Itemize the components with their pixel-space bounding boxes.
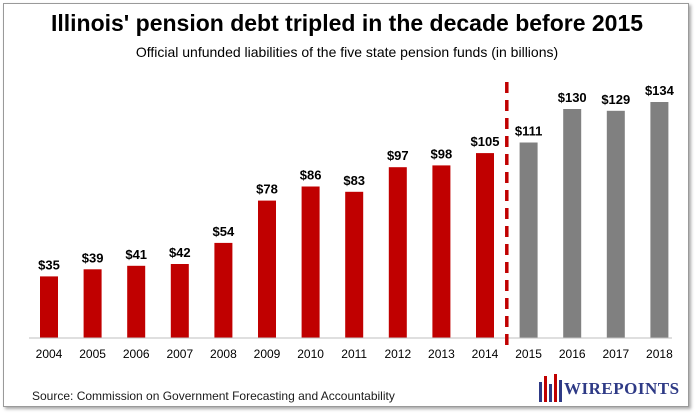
- source-note: Source: Commission on Government Forecas…: [32, 389, 395, 403]
- bar-2015: [519, 142, 538, 338]
- value-label-2010: $86: [300, 168, 322, 183]
- logo-text: WIREPOINTS: [564, 379, 680, 398]
- bar-2014: [476, 153, 494, 338]
- bar-2012: [388, 167, 407, 338]
- bar-2010: [301, 186, 320, 338]
- value-label-2015: $111: [515, 124, 543, 139]
- bar-2018: [650, 102, 669, 338]
- wirepoints-logo: WIREPOINTS: [536, 370, 686, 404]
- tick-label-2012: 2012: [384, 347, 411, 361]
- value-label-2014: $105: [471, 134, 500, 149]
- value-label-2018: $134: [645, 83, 675, 98]
- value-label-2012: $97: [387, 148, 409, 163]
- tick-label-2007: 2007: [166, 347, 193, 361]
- value-label-2007: $42: [169, 245, 191, 260]
- bar-2013: [432, 165, 451, 338]
- value-label-2016: $130: [558, 90, 587, 105]
- bar-2004: [40, 276, 58, 338]
- tick-label-2005: 2005: [79, 347, 106, 361]
- bar-2011: [345, 191, 364, 338]
- tick-label-2014: 2014: [472, 347, 499, 361]
- bar-2005: [83, 269, 102, 338]
- value-label-2011: $83: [343, 173, 365, 188]
- value-label-2009: $78: [256, 182, 278, 197]
- chart-subtitle: Official unfunded liabilities of the fiv…: [135, 44, 559, 60]
- tick-label-2016: 2016: [559, 347, 586, 361]
- tick-label-2004: 2004: [36, 347, 63, 361]
- bar-2008: [214, 242, 233, 338]
- bar-2017: [606, 110, 625, 338]
- value-label-2017: $129: [601, 92, 630, 107]
- tick-label-2011: 2011: [341, 347, 367, 361]
- tick-label-2018: 2018: [646, 347, 673, 361]
- value-label-2008: $54: [213, 224, 235, 239]
- tick-label-2015: 2015: [515, 347, 542, 361]
- value-label-2006: $41: [125, 247, 147, 262]
- chart-title: Illinois' pension debt tripled in the de…: [50, 10, 644, 36]
- bar-2009: [258, 200, 276, 338]
- tick-label-2006: 2006: [123, 347, 150, 361]
- value-label-2013: $98: [431, 146, 453, 161]
- value-label-2004: $35: [38, 257, 60, 272]
- value-label-2005: $39: [82, 250, 104, 265]
- tick-label-2008: 2008: [210, 347, 237, 361]
- tick-label-2009: 2009: [254, 347, 281, 361]
- logo-icon: [539, 374, 562, 402]
- tick-label-2010: 2010: [297, 347, 324, 361]
- bar-chart: $35 $39 $41 $42 $54 $78 $86 $83 $97 $98 $105 $111 $1…: [29, 82, 675, 361]
- tick-label-2017: 2017: [602, 347, 629, 361]
- chart-frame: Illinois' pension debt tripled in the de…: [3, 3, 689, 407]
- bar-2016: [563, 109, 582, 338]
- bar-2007: [170, 264, 189, 338]
- bar-2006: [127, 265, 146, 338]
- tick-label-2013: 2013: [428, 347, 455, 361]
